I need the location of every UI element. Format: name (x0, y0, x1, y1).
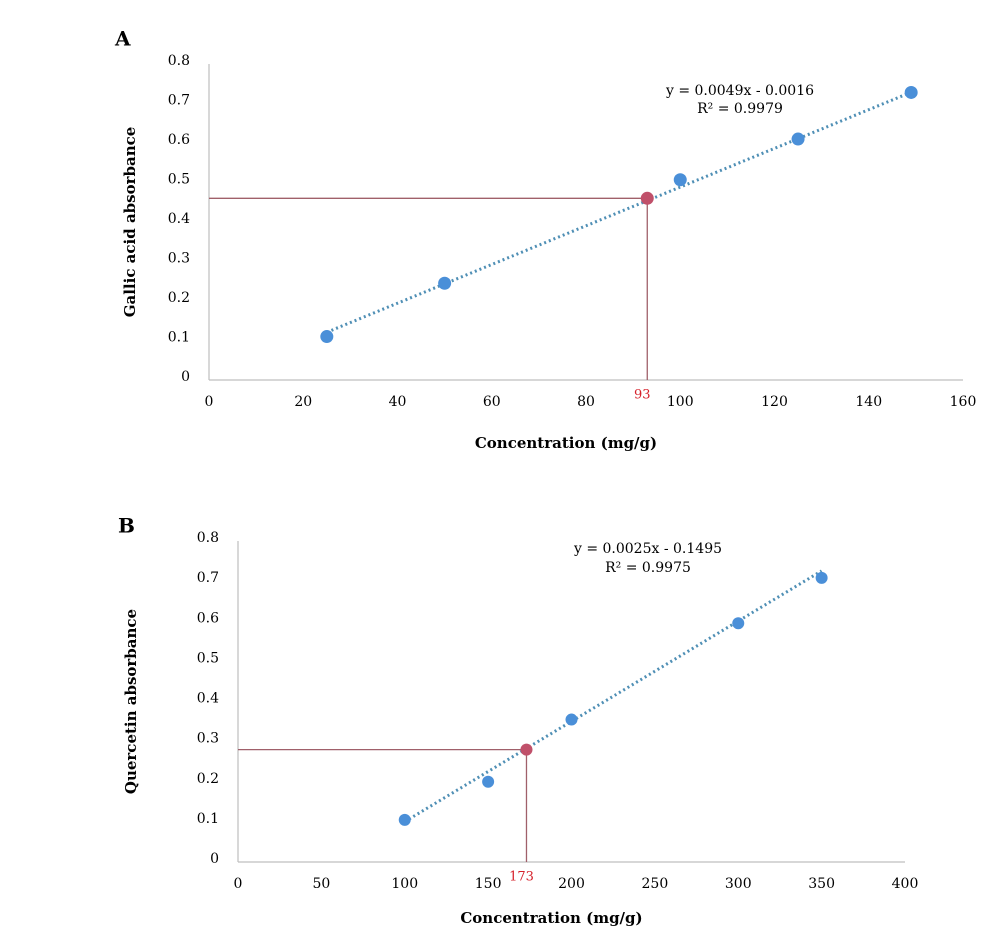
highlight-annotation: 93 (634, 388, 651, 403)
highlight-point (520, 743, 533, 756)
x-tick-label: 40 (389, 394, 407, 410)
x-tick-label: 200 (558, 876, 585, 892)
data-point (320, 330, 334, 344)
y-tick-label: 0.3 (197, 731, 219, 747)
x-tick-label: 80 (577, 394, 595, 410)
data-point (398, 813, 411, 826)
y-tick-label: 0.4 (168, 211, 190, 227)
y-tick-label: 0.4 (197, 691, 219, 707)
y-tick-label: 0.5 (168, 172, 190, 188)
highlight-annotation: 173 (509, 870, 534, 885)
data-point (815, 571, 828, 584)
y-tick-label: 0.6 (168, 132, 190, 148)
chart-panel-b: B 0 0.1 0.2 0.3 0.4 0.5 0.6 0.7 0.8 0 50 100 150 200 25… (118, 514, 918, 928)
y-tick-label: 0 (210, 851, 219, 867)
x-axis-title: Concentration (mg/g) (460, 909, 642, 927)
trendline-equation: y = 0.0025x - 0.1495 (573, 541, 722, 557)
x-tick-label: 140 (855, 394, 882, 410)
y-tick-label: 0.6 (197, 610, 219, 626)
y-tick-label: 0.7 (168, 93, 190, 109)
y-tick-label: 0.8 (168, 53, 190, 69)
x-tick-label: 150 (475, 876, 502, 892)
data-point (482, 775, 495, 788)
trendline-equation: y = 0.0049x - 0.0016 (665, 83, 814, 99)
data-point (791, 132, 805, 146)
x-tick-label: 160 (950, 394, 977, 410)
y-tick-label: 0.5 (197, 650, 219, 666)
y-tick-label: 0.8 (197, 530, 219, 546)
y-tick-label: 0.2 (168, 290, 190, 306)
highlight-point (640, 191, 654, 205)
y-tick-label: 0.3 (168, 251, 190, 267)
data-point (438, 276, 452, 290)
y-tick-label: 0.1 (197, 811, 219, 827)
y-tick-label: 0.2 (197, 771, 219, 787)
panel-label: A (114, 27, 131, 51)
x-tick-label: 400 (892, 876, 919, 892)
data-point (904, 85, 918, 99)
x-tick-label: 250 (642, 876, 669, 892)
y-axis-title: Gallic acid absorbance (121, 127, 139, 318)
y-axis-title: Quercetin absorbance (122, 609, 140, 794)
x-tick-label: 60 (483, 394, 501, 410)
x-tick-label: 100 (391, 876, 418, 892)
x-tick-label: 0 (234, 876, 243, 892)
chart-panel-a: A 0 0.1 0.2 0.3 0.4 0.5 0.6 0.7 0.8 0 20 40 60 80 100 12… (114, 27, 976, 453)
data-point (565, 713, 578, 726)
x-tick-label: 0 (205, 394, 214, 410)
x-tick-label: 20 (294, 394, 312, 410)
x-tick-label: 350 (808, 876, 835, 892)
x-tick-label: 50 (312, 876, 330, 892)
x-tick-label: 120 (761, 394, 788, 410)
y-tick-label: 0 (181, 369, 190, 385)
trendline (326, 90, 912, 334)
data-point (732, 617, 745, 630)
x-tick-label: 300 (725, 876, 752, 892)
trendline (403, 569, 823, 823)
y-tick-label: 0.7 (197, 570, 219, 586)
panel-label: B (118, 514, 135, 538)
x-axis-title: Concentration (mg/g) (475, 434, 657, 452)
r-squared-label: R² = 0.9979 (697, 101, 783, 117)
x-tick-label: 100 (667, 394, 694, 410)
y-tick-label: 0.1 (168, 330, 190, 346)
r-squared-label: R² = 0.9975 (605, 560, 691, 576)
data-point (673, 173, 687, 187)
